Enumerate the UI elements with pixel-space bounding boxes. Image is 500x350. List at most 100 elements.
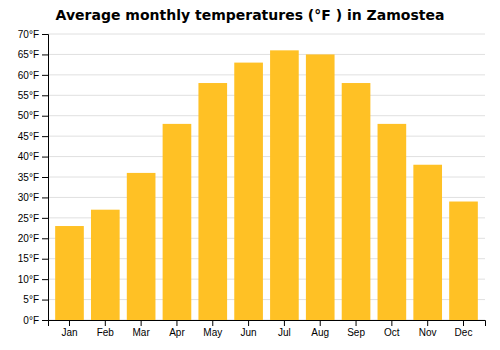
y-tick-mark [42,238,48,239]
x-tick-mark [176,320,177,326]
y-tick-mark [42,157,48,158]
x-tick: May [203,320,222,338]
y-tick-mark [42,259,48,260]
grid-line [48,115,485,116]
y-tick-mark [42,75,48,76]
y-tick: 35°F [18,172,48,183]
y-tick: 15°F [18,253,48,264]
x-tick-mark [320,320,321,326]
x-tick: Apr [169,320,185,338]
chart: Average monthly temperatures (°F ) in Za… [0,0,500,350]
bar [55,226,84,320]
bar [198,83,227,320]
y-tick-mark [42,177,48,178]
y-tick: 65°F [18,49,48,60]
axis-line [42,35,49,321]
grid-line [48,34,485,35]
y-tick-mark [42,320,48,321]
x-tick: Oct [384,320,400,338]
y-tick-label: 0°F [23,315,39,326]
x-tick-mark [69,320,70,326]
y-tick-mark [42,279,48,280]
y-tick: 5°F [23,294,48,305]
x-tick-mark [212,320,213,326]
x-tick-mark [105,320,106,326]
x-tick: Feb [97,320,115,338]
x-tick-mark [391,320,392,326]
y-tick-label: 65°F [18,49,39,60]
axis-line [49,321,486,327]
y-tick-mark [42,34,48,35]
x-tick-label: Jun [241,327,257,338]
y-tick-label: 40°F [18,151,39,162]
x-tick-label: Jul [278,327,291,338]
x-tick-label: Mar [133,327,151,338]
x-axis: Jan Feb Mar Apr May Jun Jul Aug Sep Oct Nov Dec [49,320,486,338]
x-tick-mark [427,320,428,326]
bar [270,50,299,320]
grid-line [48,136,485,137]
y-tick-label: 60°F [18,70,39,81]
x-tick-label: Sep [347,327,365,338]
y-tick-label: 45°F [18,131,39,142]
y-tick: 55°F [18,90,48,101]
y-tick-mark [42,95,48,96]
y-tick-mark [42,218,48,219]
bar [342,83,371,320]
y-tick: 50°F [18,110,48,121]
x-tick: Jun [241,320,257,338]
y-tick: 0°F [23,315,48,326]
x-tick-label: Apr [169,327,185,338]
y-axis: 0°F 5°F 10°F 15°F 20°F 25°F 30°F 35°F 40°F 45°F 50… [18,29,49,326]
y-tick: 45°F [18,131,48,142]
bar [449,202,478,320]
bars [55,50,478,320]
grid-line [48,156,485,157]
x-tick: Jan [61,320,77,338]
plot: Jan Feb Mar Apr May Jun Jul Aug Sep Oct Nov Dec 0°F 5… [18,29,486,338]
x-tick-label: Jan [61,327,77,338]
y-tick-label: 15°F [18,253,39,264]
x-tick-label: Oct [384,327,400,338]
x-tick-label: Feb [97,327,115,338]
x-tick-label: Dec [455,327,473,338]
y-tick: 10°F [18,274,48,285]
y-tick-mark [42,54,48,55]
y-tick: 20°F [18,233,48,244]
bar [306,54,335,320]
y-tick-label: 35°F [18,172,39,183]
x-tick-label: Aug [311,327,329,338]
y-tick-label: 5°F [23,294,39,305]
x-tick-mark [248,320,249,326]
grid-line [48,74,485,75]
x-tick: Sep [347,320,365,338]
bar [413,165,442,320]
y-tick-label: 20°F [18,233,39,244]
x-tick: Mar [133,320,151,338]
x-tick-mark [141,320,142,326]
title: Average monthly temperatures (°F ) in Za… [56,7,445,23]
grid [48,34,485,320]
y-tick-label: 50°F [18,110,39,121]
x-tick: Dec [455,320,473,338]
bar [378,124,407,320]
bar [163,124,192,320]
x-tick: Jul [278,320,291,338]
grid-line [48,95,485,96]
y-tick: 70°F [18,29,48,40]
y-tick-label: 30°F [18,192,39,203]
y-tick: 25°F [18,213,48,224]
y-tick-mark [42,197,48,198]
y-tick-mark [42,116,48,117]
x-tick: Nov [419,320,437,338]
y-tick-mark [42,300,48,301]
y-tick-label: 70°F [18,29,39,40]
y-tick-label: 10°F [18,274,39,285]
x-tick-mark [356,320,357,326]
x-tick-label: May [203,327,222,338]
x-tick-mark [284,320,285,326]
y-tick-mark [42,136,48,137]
y-tick-label: 25°F [18,213,39,224]
bar [127,173,156,320]
bar [234,63,263,320]
